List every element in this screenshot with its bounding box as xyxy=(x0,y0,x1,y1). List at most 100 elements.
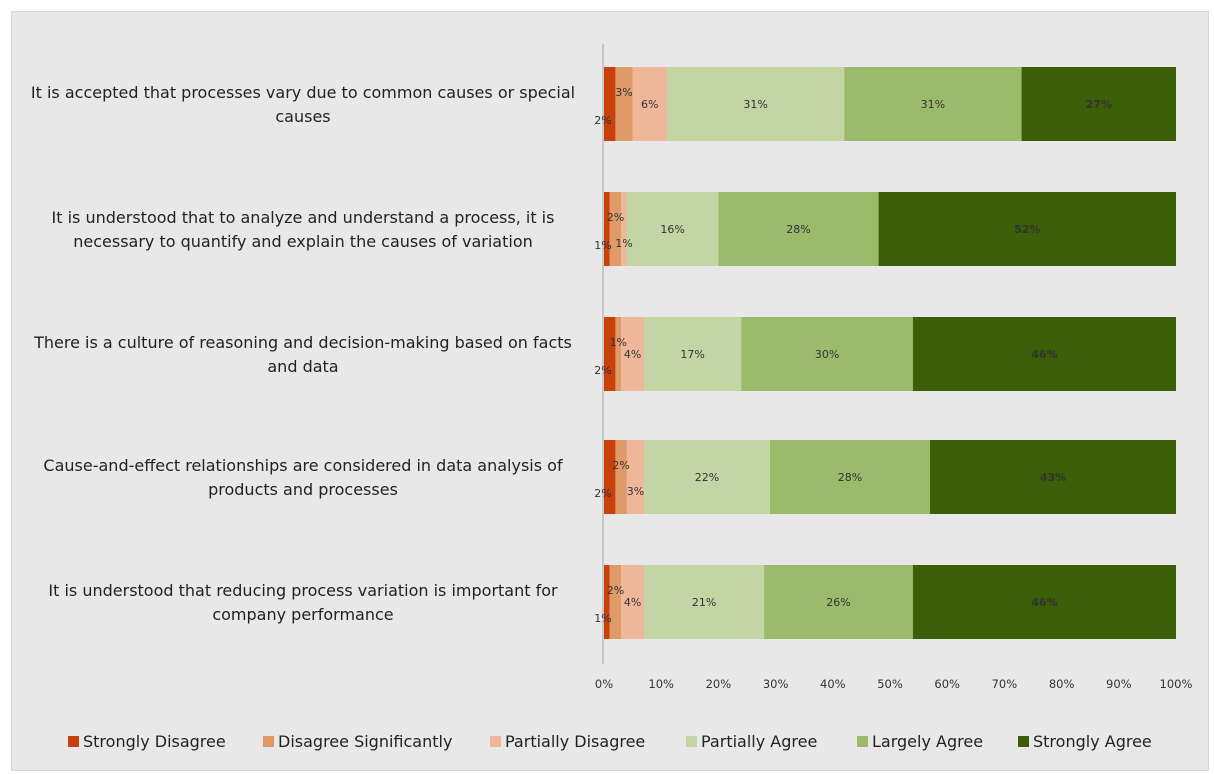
data-label: 4% xyxy=(624,596,641,609)
bar-segment xyxy=(604,317,616,391)
data-label: 52% xyxy=(1014,223,1040,236)
category-label-line: There is a culture of reasoning and deci… xyxy=(33,333,572,352)
x-tick-label: 80% xyxy=(1049,677,1075,691)
bar-segment xyxy=(644,317,742,391)
data-label: 1% xyxy=(615,237,632,250)
legend-label: Disagree Significantly xyxy=(278,732,452,751)
data-label: 31% xyxy=(921,98,945,111)
bar-segment xyxy=(604,67,616,141)
category-label: There is a culture of reasoning and deci… xyxy=(33,333,572,376)
bar-segment xyxy=(912,317,1176,391)
x-tick-label: 50% xyxy=(877,677,903,691)
data-label: 1% xyxy=(594,612,611,625)
data-label: 1% xyxy=(610,336,627,349)
bar-segment xyxy=(615,67,633,141)
x-tick-label: 70% xyxy=(992,677,1018,691)
data-label: 46% xyxy=(1031,596,1057,609)
bar-segment xyxy=(878,192,1176,266)
data-label: 6% xyxy=(641,98,658,111)
bar-segment xyxy=(621,565,645,639)
category-label-line: It is accepted that processes vary due t… xyxy=(31,83,575,102)
bar-segment xyxy=(621,192,627,266)
data-label: 28% xyxy=(786,223,810,236)
category-label: It is accepted that processes vary due t… xyxy=(31,83,575,126)
data-label: 46% xyxy=(1031,348,1057,361)
category-label-line: causes xyxy=(275,107,330,126)
legend-label: Strongly Agree xyxy=(1033,732,1152,751)
data-label: 16% xyxy=(660,223,684,236)
data-label: 22% xyxy=(695,471,719,484)
x-tick-label: 40% xyxy=(820,677,846,691)
bar-segment xyxy=(626,192,719,266)
bar-segment xyxy=(666,67,845,141)
x-tick-label: 30% xyxy=(763,677,789,691)
category-label-line: and data xyxy=(267,357,338,376)
data-label: 2% xyxy=(594,487,611,500)
legend-swatch xyxy=(68,736,79,747)
data-label: 2% xyxy=(612,459,629,472)
legend: Strongly Disagree Disagree Significantly P… xyxy=(68,732,1152,751)
bar-segment xyxy=(764,565,913,639)
data-label: 31% xyxy=(743,98,767,111)
legend-swatch xyxy=(263,736,274,747)
x-tick-label: 100% xyxy=(1160,677,1193,691)
legend-swatch xyxy=(686,736,697,747)
data-label: 26% xyxy=(826,596,850,609)
bar-segment xyxy=(844,67,1022,141)
x-tick-label: 20% xyxy=(706,677,732,691)
data-label: 28% xyxy=(838,471,862,484)
category-label: It is understood that reducing process v… xyxy=(48,581,558,624)
bar-segment xyxy=(604,565,610,639)
data-label: 17% xyxy=(680,348,704,361)
bar-segment xyxy=(615,440,627,514)
category-label-line: It is understood that reducing process v… xyxy=(48,581,558,600)
category-label: Cause-and-effect relationships are consi… xyxy=(43,456,563,499)
legend-swatch xyxy=(857,736,868,747)
category-label-line: products and processes xyxy=(208,480,398,499)
bar-segment xyxy=(912,565,1176,639)
legend-label: Partially Disagree xyxy=(505,732,645,751)
bar-segment xyxy=(604,192,610,266)
bar-segment xyxy=(930,440,1176,514)
x-tick-label: 60% xyxy=(934,677,960,691)
bar-segment xyxy=(644,565,765,639)
legend-label: Largely Agree xyxy=(872,732,983,751)
x-tick-label: 90% xyxy=(1106,677,1132,691)
x-tick-label: 0% xyxy=(595,677,613,691)
bar-segment xyxy=(604,440,616,514)
data-label: 2% xyxy=(594,114,611,127)
bar-segment xyxy=(644,440,770,514)
data-label: 27% xyxy=(1086,98,1112,111)
category-label-line: necessary to quantify and explain the ca… xyxy=(73,232,533,251)
data-label: 4% xyxy=(624,348,641,361)
bar-segment xyxy=(632,67,667,141)
data-label: 3% xyxy=(627,485,644,498)
data-label: 2% xyxy=(607,584,624,597)
bar-segment xyxy=(769,440,931,514)
data-label: 2% xyxy=(607,211,624,224)
data-label: 21% xyxy=(692,596,716,609)
legend-swatch xyxy=(490,736,501,747)
category-label-line: It is understood that to analyze and und… xyxy=(52,208,555,227)
x-axis-ticks: 0% 10% 20% 30% 40% 50% 60% 70% 80% 90% 100% xyxy=(595,677,1193,691)
data-labels: 2%3%6% 31% 31% 27%1%2%1%16% 28% 52%2%1%4% 17% 3… xyxy=(594,86,1112,625)
data-label: 1% xyxy=(594,239,611,252)
data-label: 3% xyxy=(615,86,632,99)
bar-segment xyxy=(615,317,622,391)
bar-segment xyxy=(626,440,645,514)
bars xyxy=(604,67,1176,639)
category-label-line: Cause-and-effect relationships are consi… xyxy=(43,456,563,475)
legend-label: Partially Agree xyxy=(701,732,817,751)
legend-label: Strongly Disagree xyxy=(83,732,226,751)
legend-swatch xyxy=(1018,736,1029,747)
category-labels: It is accepted that processes vary due t… xyxy=(31,83,575,624)
x-tick-label: 10% xyxy=(648,677,674,691)
bar-segment xyxy=(741,317,913,391)
bar-segment xyxy=(609,565,622,639)
data-label: 43% xyxy=(1040,471,1066,484)
bar-segment xyxy=(718,192,879,266)
data-label: 2% xyxy=(594,364,611,377)
data-label: 30% xyxy=(815,348,839,361)
bar-segment xyxy=(609,192,622,266)
